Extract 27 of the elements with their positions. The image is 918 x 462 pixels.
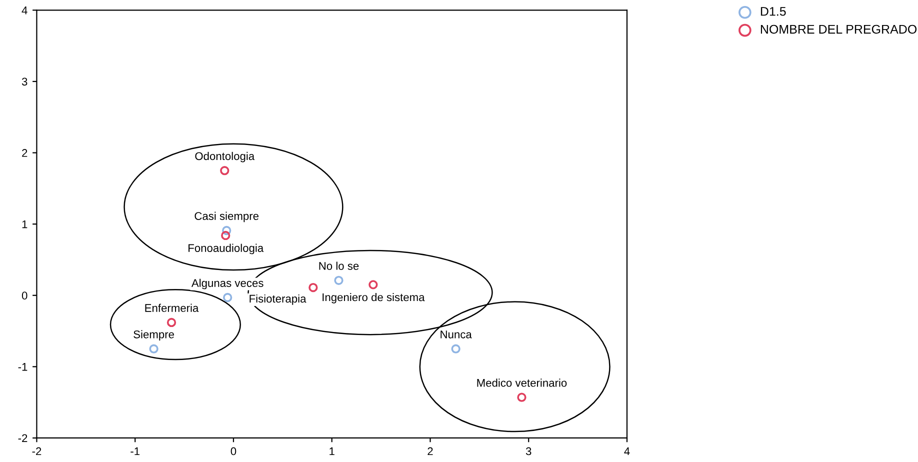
annotation: Casi siempre xyxy=(194,212,259,222)
y-tick-label: 3 xyxy=(22,78,28,86)
annotation: Fisioterapia xyxy=(250,294,306,305)
annotation: Odontologia xyxy=(195,152,255,162)
annotation: Siempre xyxy=(134,330,174,341)
annotation: Fonoaudiologia xyxy=(188,244,264,254)
annotation: Ingeniero de sistema xyxy=(322,293,425,304)
y-tick-label: 2 xyxy=(22,149,28,157)
x-tick-label: 3 xyxy=(526,447,532,456)
legend-label: NOMBRE DEL PREGRADO xyxy=(760,24,917,34)
y-tick-label: 4 xyxy=(22,6,28,14)
x-tick-label: -1 xyxy=(130,447,140,456)
x-tick-label: 0 xyxy=(230,447,236,456)
annotation: Algunas veces xyxy=(191,278,264,290)
y-tick-label: 1 xyxy=(22,220,28,228)
annotation: Nunca xyxy=(440,330,472,338)
x-tick-label: 1 xyxy=(330,447,334,456)
y-tick-label: -2 xyxy=(18,434,28,442)
annotation: Medico veterinario xyxy=(477,378,567,387)
x-tick-label: -2 xyxy=(32,447,42,456)
legend-label: D1.5 xyxy=(760,7,786,16)
y-tick-label: 0 xyxy=(22,292,28,300)
x-tick-label: 4 xyxy=(624,447,630,456)
annotation: Enfermeria xyxy=(145,304,199,312)
y-tick-label: -1 xyxy=(18,363,28,371)
annotation: No lo se xyxy=(319,262,359,270)
x-tick-label: 2 xyxy=(428,447,433,456)
